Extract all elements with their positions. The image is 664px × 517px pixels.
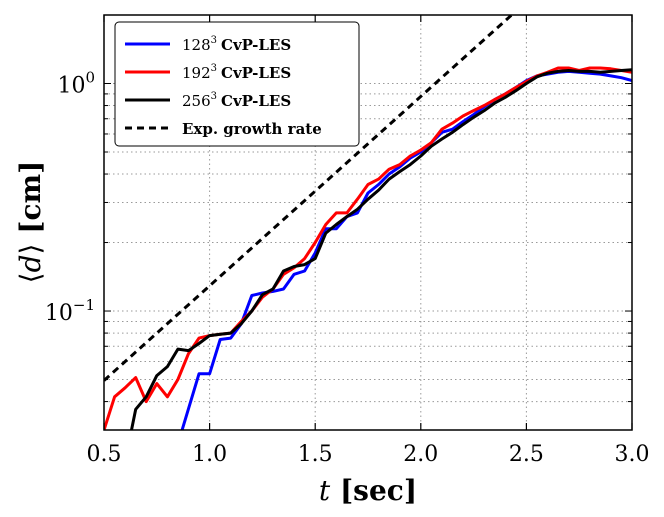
legend-label-192: 1923 CvP-LES bbox=[182, 63, 291, 82]
y-tick-base: 10 bbox=[57, 73, 85, 98]
x-axis-var: t bbox=[319, 474, 331, 507]
legend-label-128: 1283 CvP-LES bbox=[182, 35, 291, 54]
legend-256-suffix: CvP-LES bbox=[221, 92, 291, 110]
x-tick-label: 1.5 bbox=[298, 442, 333, 467]
legend-label-exp: Exp. growth rate bbox=[182, 120, 322, 138]
y-axis-unit: [cm] bbox=[14, 161, 47, 234]
y-tick-label: 10−1 bbox=[45, 296, 95, 326]
x-tick-label: 1.0 bbox=[192, 442, 227, 467]
x-tick-labels: 0.5 1.0 1.5 2.0 2.5 3.0 bbox=[87, 442, 650, 467]
legend-192-sup: 3 bbox=[211, 63, 217, 74]
plot-frame bbox=[103, 14, 633, 431]
legend-192-base: 192 bbox=[182, 64, 211, 82]
legend-label-256: 2563 CvP-LES bbox=[182, 91, 291, 110]
x-tick-label: 2.0 bbox=[403, 442, 438, 467]
y-axis-left-bracket: ⟨ bbox=[14, 272, 47, 283]
legend-256-sup: 3 bbox=[211, 91, 217, 102]
x-tick-label: 2.5 bbox=[509, 442, 544, 467]
x-tick-label: 3.0 bbox=[615, 442, 650, 467]
x-axis-label: t [sec] bbox=[319, 474, 417, 507]
x-tick-label: 0.5 bbox=[87, 442, 122, 467]
legend-192-suffix: CvP-LES bbox=[221, 64, 291, 82]
legend-256-base: 256 bbox=[182, 92, 211, 110]
y-tick-label: 100 bbox=[57, 68, 95, 98]
legend-128-suffix: CvP-LES bbox=[221, 36, 291, 54]
legend: 1283 CvP-LES 1923 CvP-LES 2563 CvP-LES Exp.… bbox=[114, 21, 360, 147]
legend-128-base: 128 bbox=[182, 36, 211, 54]
ticks bbox=[103, 14, 633, 431]
legend-box bbox=[114, 21, 360, 147]
y-axis-label: ⟨d⟩ [cm] bbox=[14, 161, 47, 284]
y-tick-base: 10 bbox=[45, 301, 73, 326]
legend-128-sup: 3 bbox=[211, 35, 217, 46]
series-line-256 bbox=[130, 68, 632, 430]
y-tick-exponent: −1 bbox=[73, 296, 95, 314]
x-axis-unit: [sec] bbox=[340, 474, 417, 507]
y-axis-var: d bbox=[14, 254, 47, 272]
grid bbox=[104, 14, 632, 431]
y-tick-exponent: 0 bbox=[85, 68, 95, 86]
series-group bbox=[104, 15, 632, 430]
y-axis-right-bracket: ⟩ bbox=[14, 244, 47, 255]
series-line-exp-growth bbox=[104, 15, 513, 382]
